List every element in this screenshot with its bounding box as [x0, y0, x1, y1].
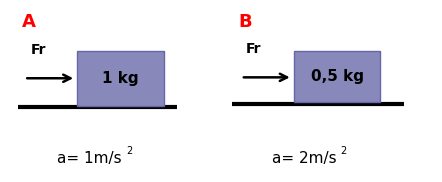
- Text: a= 1m/s: a= 1m/s: [57, 151, 122, 166]
- Text: B: B: [239, 13, 252, 31]
- Text: Fr: Fr: [31, 43, 46, 57]
- Text: 2: 2: [126, 146, 132, 156]
- Bar: [77, 51, 164, 106]
- Text: a= 2m/s: a= 2m/s: [272, 151, 336, 166]
- Text: Fr: Fr: [245, 41, 261, 56]
- Bar: [294, 51, 380, 102]
- Text: 2: 2: [340, 146, 347, 156]
- Text: A: A: [22, 13, 36, 31]
- Text: 0,5 kg: 0,5 kg: [311, 69, 363, 84]
- Text: 1 kg: 1 kg: [102, 71, 139, 86]
